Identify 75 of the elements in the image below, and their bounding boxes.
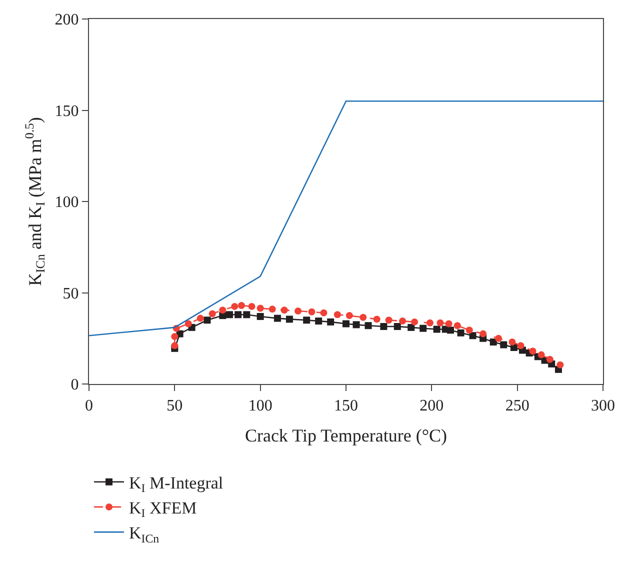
point bbox=[500, 341, 508, 348]
point bbox=[171, 342, 178, 350]
x-tick-label: 150 bbox=[334, 397, 358, 414]
point bbox=[454, 322, 461, 330]
x-tick-label: 200 bbox=[420, 397, 444, 414]
point bbox=[433, 326, 440, 333]
x-tick-label: 250 bbox=[505, 397, 530, 414]
point bbox=[457, 329, 464, 336]
point bbox=[208, 310, 216, 318]
point bbox=[346, 312, 353, 320]
y-tick-label: 150 bbox=[54, 102, 79, 120]
point bbox=[231, 302, 238, 310]
legend-label: K$_{I}$ XFEM bbox=[129, 498, 197, 520]
point bbox=[447, 326, 454, 334]
point bbox=[399, 318, 406, 325]
point bbox=[556, 361, 564, 368]
point bbox=[538, 351, 545, 358]
point bbox=[352, 321, 360, 328]
point bbox=[408, 324, 415, 331]
point bbox=[494, 334, 502, 342]
point bbox=[204, 316, 211, 324]
point bbox=[394, 323, 401, 330]
y-tick-label: 0 bbox=[70, 376, 79, 394]
point bbox=[219, 306, 226, 314]
point bbox=[469, 332, 476, 340]
x-tick-label: 0 bbox=[85, 397, 93, 414]
point bbox=[286, 316, 293, 323]
point bbox=[334, 311, 341, 318]
point bbox=[268, 306, 276, 313]
legend-label: K$_{ICn}$ bbox=[129, 524, 160, 546]
y-tick-label: 50 bbox=[62, 285, 79, 302]
legend-label: K$_{I}$ M-Integral bbox=[129, 473, 224, 496]
point bbox=[196, 314, 204, 322]
point bbox=[315, 318, 322, 325]
x-axis-title: Crack Tip Temperature (°C) bbox=[244, 425, 448, 446]
point bbox=[445, 320, 452, 328]
point bbox=[243, 311, 250, 318]
x-tick-label: 50 bbox=[166, 397, 183, 414]
line-series bbox=[89, 100, 603, 336]
point bbox=[411, 318, 418, 326]
point bbox=[280, 306, 288, 314]
point bbox=[466, 326, 473, 334]
point bbox=[529, 348, 536, 355]
point bbox=[308, 308, 316, 316]
point bbox=[385, 316, 392, 324]
point bbox=[546, 356, 554, 363]
point bbox=[234, 311, 242, 318]
point bbox=[342, 320, 350, 328]
point bbox=[184, 320, 192, 328]
point bbox=[490, 338, 497, 346]
point bbox=[171, 333, 178, 340]
point bbox=[517, 342, 524, 350]
point bbox=[238, 302, 245, 310]
point bbox=[480, 330, 487, 338]
point bbox=[274, 314, 281, 322]
y-tick-label: 100 bbox=[54, 194, 79, 212]
point bbox=[364, 322, 372, 330]
point bbox=[226, 311, 233, 318]
point bbox=[436, 319, 444, 326]
x-tick-label: 300 bbox=[591, 397, 615, 414]
point bbox=[256, 304, 264, 312]
point bbox=[320, 309, 328, 316]
point bbox=[380, 323, 388, 330]
point bbox=[303, 316, 310, 324]
x-tick-label: 100 bbox=[248, 397, 272, 414]
point bbox=[256, 312, 264, 320]
y-tick-label: 200 bbox=[54, 12, 79, 29]
point bbox=[327, 318, 334, 326]
point bbox=[373, 316, 380, 323]
point bbox=[360, 314, 367, 321]
point bbox=[294, 308, 302, 314]
point bbox=[420, 324, 427, 332]
point bbox=[426, 319, 434, 326]
point bbox=[508, 338, 516, 346]
point bbox=[248, 302, 256, 310]
